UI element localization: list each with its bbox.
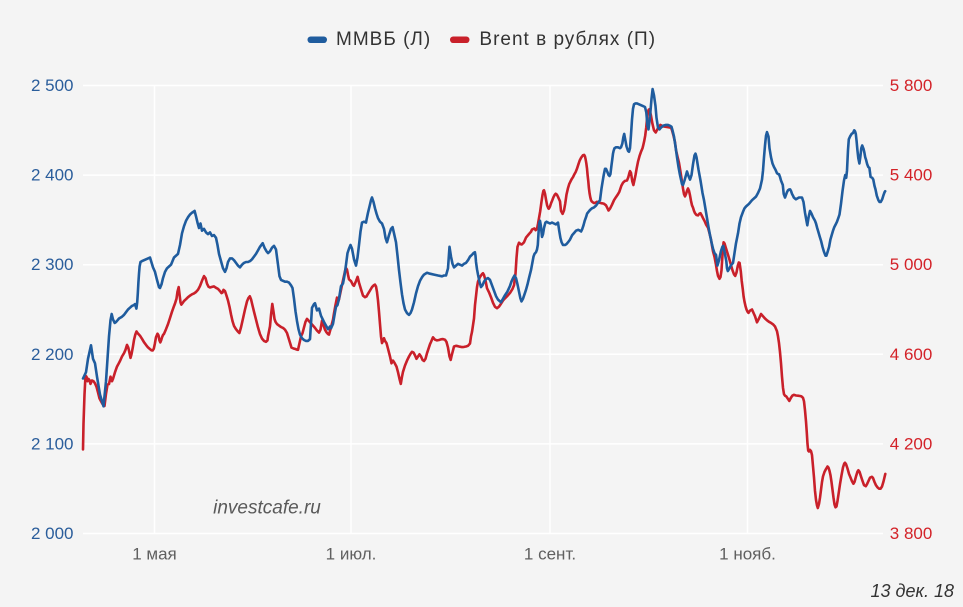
- svg-text:2 400: 2 400: [31, 166, 74, 185]
- svg-text:ММВБ (Л): ММВБ (Л): [336, 29, 431, 50]
- svg-text:4 200: 4 200: [890, 434, 933, 453]
- svg-text:2 200: 2 200: [31, 345, 74, 364]
- svg-text:5 800: 5 800: [890, 76, 933, 95]
- svg-text:1 июл.: 1 июл.: [326, 545, 377, 564]
- svg-text:Brent в рублях (П): Brent в рублях (П): [479, 29, 656, 50]
- svg-text:1 мая: 1 мая: [132, 545, 177, 564]
- svg-text:2 500: 2 500: [31, 76, 74, 95]
- svg-text:5 000: 5 000: [890, 255, 933, 274]
- svg-text:investcafe.ru: investcafe.ru: [213, 498, 321, 519]
- svg-text:3 800: 3 800: [890, 524, 933, 543]
- svg-text:2 100: 2 100: [31, 434, 74, 453]
- svg-text:5 400: 5 400: [890, 166, 933, 185]
- svg-text:1 сент.: 1 сент.: [524, 545, 576, 564]
- svg-text:2 000: 2 000: [31, 524, 74, 543]
- svg-text:2 300: 2 300: [31, 255, 74, 274]
- svg-text:4 600: 4 600: [890, 345, 933, 364]
- svg-text:1 нояб.: 1 нояб.: [719, 545, 776, 564]
- svg-text:13 дек. 18: 13 дек. 18: [870, 581, 954, 601]
